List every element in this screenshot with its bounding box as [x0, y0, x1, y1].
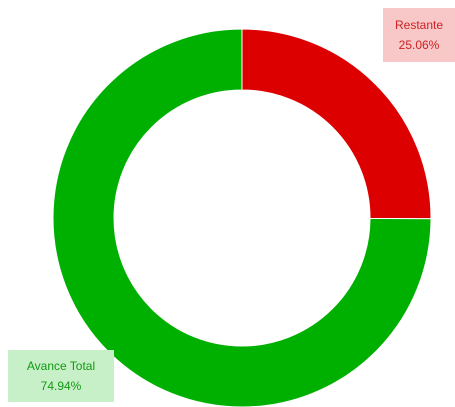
donut-slice: [52, 28, 432, 407]
label-box: [8, 350, 114, 402]
slice-label: Restante 25.06%: [383, 8, 455, 62]
label-value: 25.06%: [399, 38, 440, 52]
label-name: Restante: [395, 18, 443, 32]
label-name: Avance Total: [27, 359, 95, 373]
label-box: [383, 8, 455, 62]
label-value: 74.94%: [41, 379, 82, 393]
slice-label: Avance Total 74.94%: [8, 350, 114, 402]
